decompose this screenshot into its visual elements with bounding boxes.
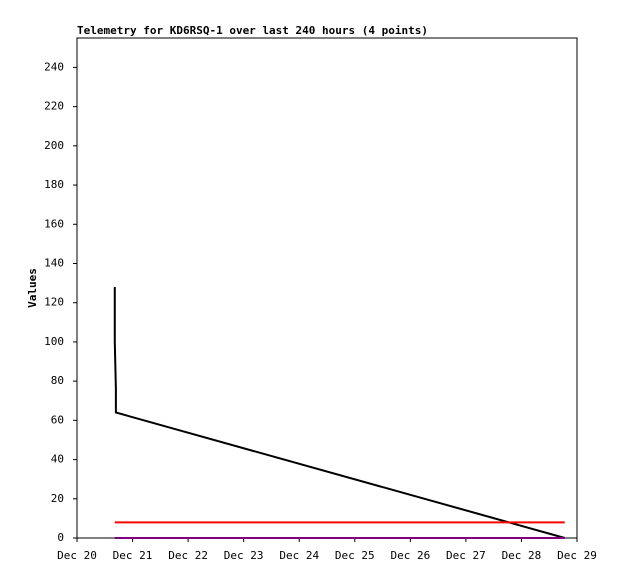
y-tick-label: 160: [44, 217, 64, 230]
x-tick-label: Dec 20: [57, 549, 97, 562]
y-tick-label: 120: [44, 296, 64, 309]
y-tick-label: 200: [44, 139, 64, 152]
y-tick-label: 0: [57, 531, 64, 544]
x-tick-label: Dec 21: [113, 549, 153, 562]
x-tick-label: Dec 26: [390, 549, 430, 562]
x-tick-label: Dec 25: [335, 549, 375, 562]
chart-title: Telemetry for KD6RSQ-1 over last 240 hou…: [77, 24, 428, 37]
y-tick-label: 240: [44, 60, 64, 73]
y-tick-label: 100: [44, 335, 64, 348]
x-tick-label: Dec 22: [168, 549, 208, 562]
y-axis-label: Values: [26, 268, 39, 308]
y-tick-label: 220: [44, 100, 64, 113]
y-tick-label: 180: [44, 178, 64, 191]
x-tick-label: Dec 27: [446, 549, 486, 562]
x-tick-label: Dec 28: [502, 549, 542, 562]
y-tick-label: 20: [51, 492, 64, 505]
y-tick-label: 40: [51, 453, 64, 466]
x-tick-label: Dec 23: [224, 549, 264, 562]
series-line: [113, 287, 566, 539]
x-tick-label: Dec 29: [557, 549, 597, 562]
y-tick-label: 60: [51, 413, 64, 426]
x-tick-label: Dec 24: [279, 549, 319, 562]
y-tick-label: 80: [51, 374, 64, 387]
plot-frame: [76, 37, 578, 539]
y-tick-label: 140: [44, 256, 64, 269]
